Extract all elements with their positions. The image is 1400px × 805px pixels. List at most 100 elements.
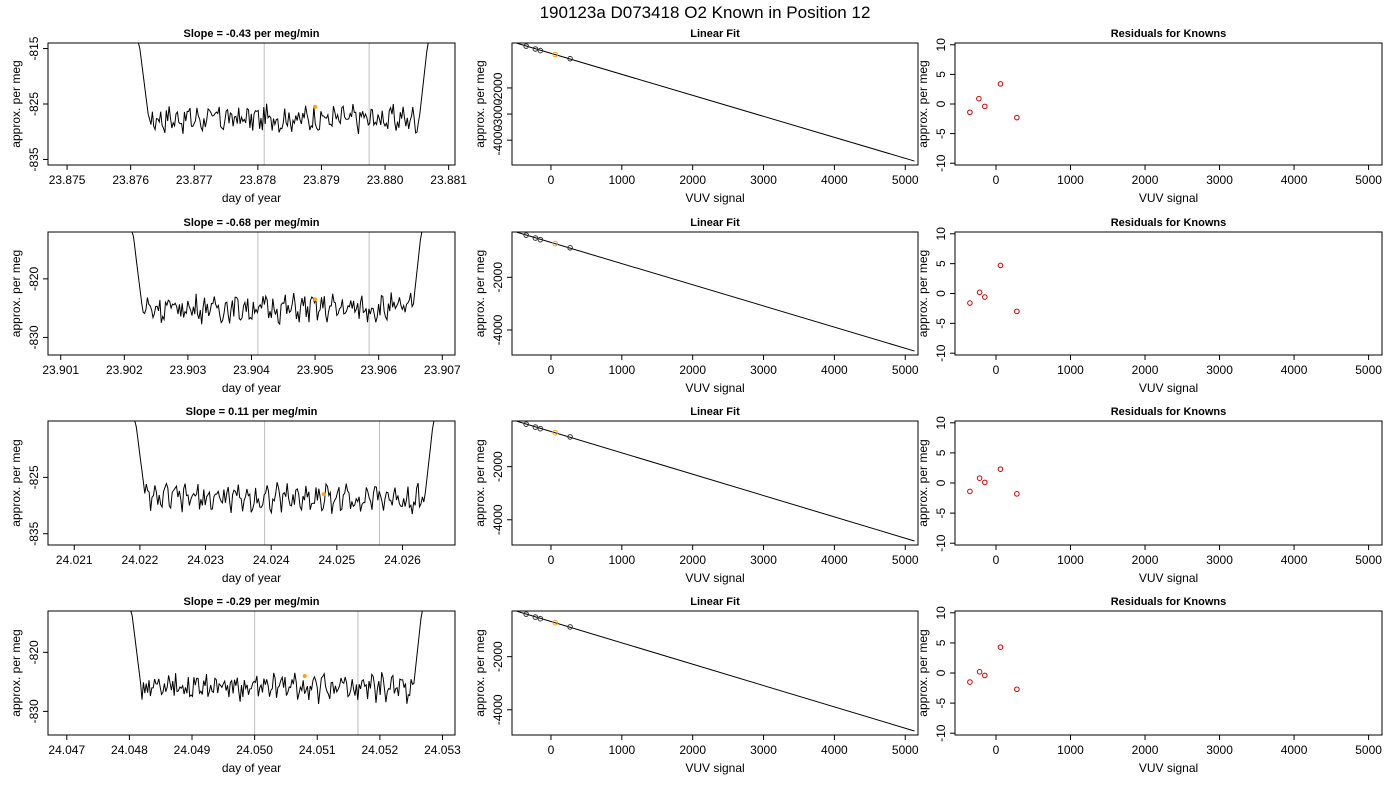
plot-frame [47,231,456,356]
residual-point [976,289,983,296]
panel-4-3: Residuals for Knowns VUV signal approx. pe… [916,596,1383,775]
x-tick-label: 23.903 [170,363,207,377]
residual-point [967,679,973,685]
x-tick-label: 2000 [679,173,706,187]
data-point [532,614,539,620]
y-tick-label: -825 [27,465,41,489]
y-axis-label: approx. per meg [473,250,487,337]
data-point [567,434,573,440]
x-tick-label: 3000 [1206,363,1233,377]
x-tick-label: 0 [993,553,1000,567]
x-tick-label: 24.025 [318,553,355,567]
x-tick-label: 24.026 [384,553,421,567]
x-tick-label: 23.906 [360,363,397,377]
signal-trace [133,420,436,515]
y-tick-label: -10 [934,724,948,742]
panel-4-2: Linear Fit VUV signal approx. per meg 0 1000… [473,596,919,775]
y-tick-label: 5 [934,449,948,456]
residual-point [1014,491,1020,497]
x-axis-label: day of year [222,571,281,585]
x-axis-label: VUV signal [685,191,744,205]
panel-title: Residuals for Knowns [1111,28,1227,40]
plot-frame [511,42,919,166]
panels: Slope = -0.43 per meg/min day of year appr… [9,28,1383,775]
x-tick-label: 1000 [608,173,635,187]
residual-point [997,644,1004,650]
x-tick-label: 0 [548,743,555,757]
x-tick-label: 24.049 [174,743,211,757]
y-tick-label: -835 [27,147,41,171]
x-tick-label: 23.875 [49,173,86,187]
y-tick-label: -5 [934,507,948,518]
data-point [523,43,529,49]
panel-3-2: Linear Fit VUV signal approx. per meg 0 1000… [473,406,919,585]
plot-frame [47,42,456,166]
x-tick-label: 5000 [892,553,919,567]
x-axis-label: VUV signal [685,761,744,775]
x-tick-label: 5000 [892,363,919,377]
y-axis-label: approx. per meg [916,439,930,526]
x-tick-label: 4000 [821,173,848,187]
x-tick-label: 23.878 [240,173,277,187]
x-tick-label: 0 [993,363,1000,377]
x-tick-label: 4000 [1281,743,1308,757]
plot-frame [954,231,1383,356]
x-tick-label: 1000 [1057,553,1084,567]
y-tick-label: -4000 [491,125,505,156]
y-tick-label: -3000 [491,98,505,129]
panel-title: Slope = -0.29 per meg/min [183,596,319,608]
residual-point [982,479,988,486]
x-axis-label: VUV signal [685,381,744,395]
fit-line [516,610,915,732]
y-tick-label: 5 [934,260,948,267]
y-axis-label: approx. per meg [473,60,487,147]
y-tick-label: -2000 [491,262,505,293]
residual-point [967,300,973,306]
y-tick-label: -10 [934,154,948,172]
panel-title: Slope = -0.43 per meg/min [183,28,319,40]
x-tick-label: 1000 [1057,743,1084,757]
x-tick-label: 24.021 [56,553,93,567]
plot-frame [47,610,456,736]
plot-frame [511,420,919,546]
plot-frame [511,610,919,736]
plot-frame [954,420,1383,546]
y-tick-label: 10 [934,227,948,241]
x-tick-label: 2000 [679,743,706,757]
x-tick-label: 1000 [608,553,635,567]
x-tick-label: 0 [993,173,1000,187]
x-tick-label: 5000 [1355,553,1382,567]
y-tick-label: 0 [934,479,948,486]
panel-title: Linear Fit [690,28,740,40]
panel-title: Slope = -0.68 per meg/min [183,217,319,229]
panel-2-3: Residuals for Knowns VUV signal approx. pe… [916,217,1383,395]
data-point [523,232,529,238]
x-axis-label: VUV signal [1139,571,1198,585]
panel-title: Residuals for Knowns [1111,217,1227,229]
y-tick-label: 5 [934,71,948,78]
y-axis-label: approx. per meg [9,439,23,526]
x-tick-label: 2000 [1132,363,1159,377]
y-tick-label: -835 [27,521,41,545]
data-point [537,425,544,432]
x-tick-label: 4000 [821,743,848,757]
data-point [523,611,529,617]
x-tick-label: 24.047 [48,743,85,757]
panel-title: Linear Fit [690,596,740,608]
residual-point [1014,686,1020,693]
x-tick-label: 5000 [1355,363,1382,377]
y-tick-label: -4000 [491,314,505,345]
data-point [537,47,544,54]
x-axis-label: day of year [222,191,281,205]
y-tick-label: -830 [27,325,41,349]
x-tick-label: 5000 [1355,743,1382,757]
data-point [532,46,539,52]
x-tick-label: 24.024 [253,553,290,567]
plot-frame [47,420,456,546]
y-axis-label: approx. per meg [9,629,23,716]
x-tick-label: 24.023 [187,553,224,567]
x-axis-label: day of year [222,761,281,775]
residual-point [997,262,1004,269]
data-point [537,236,544,243]
x-tick-label: 4000 [1281,553,1308,567]
